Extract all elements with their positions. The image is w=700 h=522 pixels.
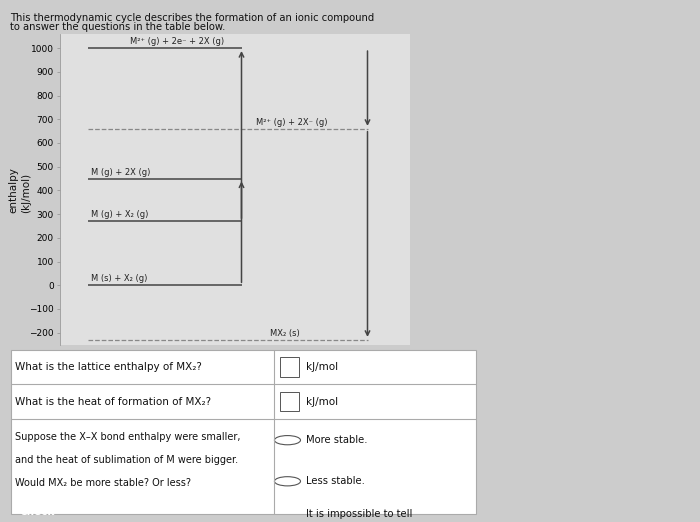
Text: It is impossible to tell: It is impossible to tell <box>306 509 412 519</box>
Bar <box>281 357 299 377</box>
Text: M (s) + X₂ (g): M (s) + X₂ (g) <box>91 275 148 283</box>
Text: More stable.: More stable. <box>306 435 368 445</box>
Text: M (g) + X₂ (g): M (g) + X₂ (g) <box>91 210 148 219</box>
Text: to answer the questions in the table below.: to answer the questions in the table bel… <box>10 22 226 32</box>
Text: MX₂ (s): MX₂ (s) <box>270 329 300 338</box>
Text: (kJ/mol): (kJ/mol) <box>21 173 31 213</box>
Text: What is the heat of formation of MX₂?: What is the heat of formation of MX₂? <box>15 397 211 407</box>
Text: Suppose the X–X bond enthalpy were smaller,: Suppose the X–X bond enthalpy were small… <box>15 432 241 442</box>
Text: M (g) + 2X (g): M (g) + 2X (g) <box>91 168 150 176</box>
Text: Check: Check <box>19 506 55 517</box>
Text: kJ/mol: kJ/mol <box>306 397 338 407</box>
Text: Would MX₂ be more stable? Or less?: Would MX₂ be more stable? Or less? <box>15 478 191 488</box>
Text: Less stable.: Less stable. <box>306 476 365 487</box>
Text: kJ/mol: kJ/mol <box>306 362 338 372</box>
Text: and the heat of sublimation of M were bigger.: and the heat of sublimation of M were bi… <box>15 455 238 465</box>
Text: enthalpy: enthalpy <box>8 168 18 213</box>
Bar <box>281 392 299 411</box>
Text: This thermodynamic cycle describes the formation of an ionic compound: This thermodynamic cycle describes the f… <box>10 13 378 23</box>
Text: M²⁺ (g) + 2e⁻ + 2X (g): M²⁺ (g) + 2e⁻ + 2X (g) <box>130 37 223 46</box>
Text: What is the lattice enthalpy of MX₂?: What is the lattice enthalpy of MX₂? <box>15 362 202 372</box>
Text: M²⁺ (g) + 2X⁻ (g): M²⁺ (g) + 2X⁻ (g) <box>256 118 327 127</box>
